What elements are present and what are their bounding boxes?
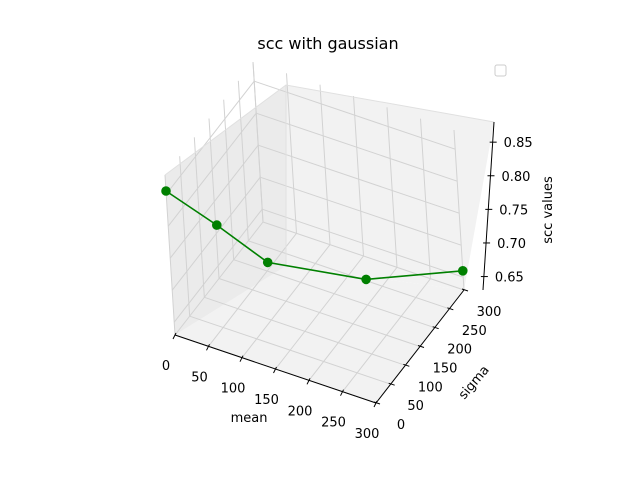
pane-bottom (175, 266, 464, 403)
y-tick-label: 300 (477, 305, 502, 320)
y-grid-line-floor (233, 259, 435, 329)
y-grid-line-wall (164, 174, 176, 336)
z-grid-line-left (171, 176, 261, 291)
data-point (212, 220, 222, 230)
y-axis-label: sigma (456, 363, 493, 403)
y-tick (447, 307, 454, 311)
legend-box (494, 64, 507, 77)
pane-edges (164, 84, 495, 266)
z-axis-line (482, 121, 495, 291)
y-grid-line-floor (262, 221, 465, 291)
y-tick-label: 100 (418, 380, 443, 395)
y-tick (388, 382, 395, 386)
y-tick (417, 345, 425, 348)
y-tick-label: 200 (447, 343, 472, 358)
z-tick-labels: 0.65 0.70 0.75 0.80 0.85 (495, 136, 533, 285)
y-tick-label: 50 (407, 399, 424, 414)
y-grid-line-wall (193, 137, 205, 298)
x-grid-line-wall (420, 118, 431, 279)
x-tick (172, 332, 177, 340)
z-grid-line-back (262, 208, 464, 278)
tick-marks (172, 141, 497, 408)
x-tick (273, 366, 277, 374)
y-grid-line-wall (237, 80, 249, 241)
y-tick (403, 363, 410, 367)
x-grid-line-wall (386, 107, 398, 268)
z-grid-line-back (260, 176, 462, 246)
z-grid-line-left (167, 112, 257, 227)
x-tick (239, 355, 244, 362)
x-grid-line-wall (286, 73, 297, 234)
y-tick (461, 288, 469, 292)
y-tick (373, 401, 381, 405)
pane-back-left (165, 85, 286, 335)
z-grid-line-back (254, 80, 456, 150)
z-tick-label: 0.80 (501, 170, 530, 185)
pane-back-right (286, 85, 494, 290)
z-tick-label: 0.65 (495, 271, 524, 286)
z-grid-line-left (165, 80, 255, 195)
x-tick (306, 378, 311, 385)
z-tick-label: 0.70 (497, 237, 526, 252)
y-tick (432, 326, 439, 330)
x-tick-label: 200 (288, 404, 313, 419)
y-grid-line-wall (179, 156, 191, 317)
x-grid-line-wall (453, 129, 465, 291)
z-grid-line-left (169, 144, 259, 259)
data-point (262, 257, 273, 268)
x-tick (206, 344, 210, 351)
x-tick-label: 250 (321, 416, 346, 431)
chart-title: scc with gaussian (257, 34, 398, 53)
x-tick-label: 0 (162, 359, 170, 374)
y-tick-labels: 050 100 150 200 250 300 (397, 305, 502, 433)
x-tick-labels: 0 50 100 150 200 250 300 (162, 359, 380, 442)
y-grid-line-wall (208, 118, 220, 279)
y-grid-line-floor (204, 296, 406, 366)
x-tick-label: 100 (221, 382, 246, 397)
y-tick-label: 0 (397, 418, 405, 433)
series-layer (161, 186, 468, 285)
data-point (361, 274, 371, 285)
y-grid-line-wall (223, 99, 235, 260)
y-grid-line-floor (218, 278, 421, 347)
y-tick-label: 150 (433, 362, 458, 377)
y-grid-line-wall (252, 61, 264, 223)
x-tick (373, 400, 378, 408)
y-grid-line-floor (189, 315, 391, 385)
data-point (161, 186, 171, 196)
z-grid-line-left (173, 208, 263, 323)
x-tick (340, 389, 344, 396)
z-grid-line-back (256, 112, 458, 182)
x-tick-label: 300 (355, 427, 380, 442)
z-grid-line-back (258, 144, 460, 214)
y-grid-line-floor (248, 240, 450, 310)
y-tick-label: 250 (462, 324, 487, 339)
z-tick-label: 0.85 (504, 136, 533, 151)
x-grid-line-wall (353, 95, 364, 257)
z-axis-label: scc values (541, 176, 556, 244)
z-tick-label: 0.75 (499, 203, 528, 218)
x-tick-label: 50 (191, 370, 208, 385)
x-tick-label: 150 (254, 393, 279, 408)
x-axis-label: mean (231, 411, 268, 426)
x-grid-line-wall (319, 84, 331, 245)
data-point (458, 266, 468, 276)
